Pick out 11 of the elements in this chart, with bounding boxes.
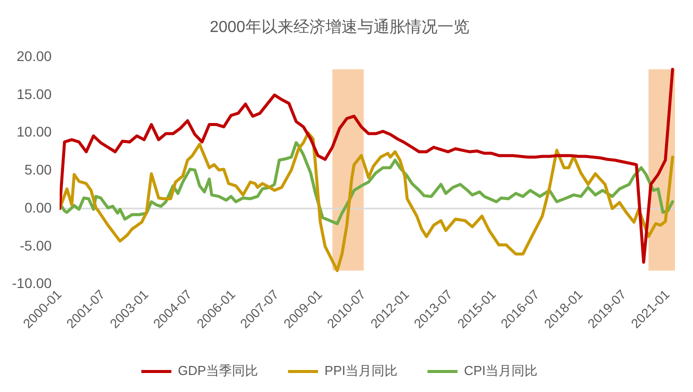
y-tick-label: 10.00 <box>16 124 52 140</box>
legend-label: PPI当月同比 <box>324 363 398 378</box>
chart-title: 2000年以来经济增速与通胀情况一览 <box>210 18 470 36</box>
y-tick-label: 5.00 <box>24 162 52 178</box>
legend-label: CPI当月同比 <box>464 363 538 378</box>
y-tick-label: -5.00 <box>20 237 52 254</box>
y-tick-label: 15.00 <box>16 86 52 102</box>
y-tick-label: 0.00 <box>24 199 52 216</box>
legend-label: GDP当季同比 <box>178 363 258 378</box>
y-tick-label: -10.00 <box>12 275 52 292</box>
y-tick-label: 20.00 <box>16 48 52 64</box>
